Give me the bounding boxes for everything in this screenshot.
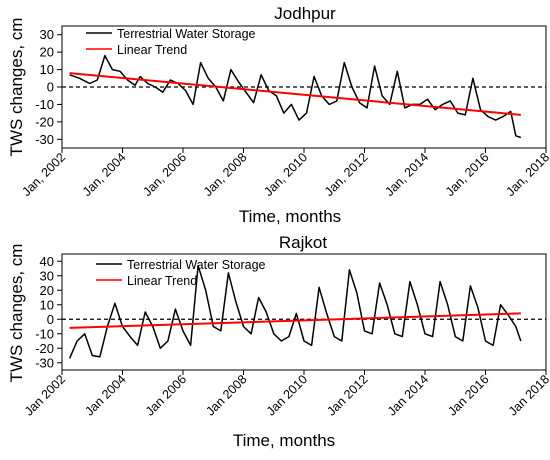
y-tick-label: 30 [40,268,54,283]
linear-trend-line [69,72,521,116]
y-axis-label: TWS changes, cm [7,244,26,383]
y-tick-label: -10 [35,97,54,112]
x-tick-label: Jan, 2006 [140,150,189,199]
y-axis-label: TWS changes, cm [7,18,26,157]
x-tick-label: Jan, 2014 [382,150,431,199]
x-tick-label: Jan 2008 [203,372,249,418]
x-tick-label: Jan 2018 [506,372,550,418]
x-tick-label: Jan 2014 [385,372,431,418]
x-axis-label: Time, months [239,207,341,226]
plot-marks [62,264,546,359]
x-tick-label: Jan, 2016 [443,150,492,199]
legend-label-trend: Linear Trend [117,43,187,57]
y-tick-label: 0 [47,312,54,327]
x-tick-label: Jan, 2012 [322,150,371,199]
legend-label-tws: Terrestrial Water Storage [117,27,256,41]
y-tick-label: 20 [40,283,54,298]
y-tick-label: -20 [35,341,54,356]
x-tick-label: Jan, 2002 [19,150,68,199]
y-tick-label: 20 [40,45,54,60]
y-tick-label: -10 [35,326,54,341]
y-tick-label: 30 [40,27,54,42]
y-tick-label: 10 [40,62,54,77]
x-tick-label: Jan, 2004 [80,150,129,199]
linear-trend-line [69,312,521,329]
x-tick-label: Jan, 2008 [201,150,250,199]
x-tick-label: Jan 2004 [82,372,128,418]
y-tick-label: -30 [35,355,54,370]
panel-rajkot: Rajkot TWS changes, cm Time, months -30-… [7,233,550,450]
x-tick-label: Jan 2012 [324,372,370,418]
tws-series-line [68,264,522,359]
plot-marks [62,54,546,139]
chart-title: Jodhpur [274,4,336,23]
x-tick-label: Jan 2016 [445,372,491,418]
x-ticks: Jan, 2002 Jan, 2004 Jan, 2006 Jan, 2008 Jan,… [19,148,550,199]
legend-label-tws: Terrestrial Water Storage [127,258,266,272]
x-tick-label: Jan, 2010 [261,150,310,199]
y-tick-label: 40 [40,254,54,269]
y-tick-label: 0 [47,80,54,95]
x-axis-label: Time, months [233,431,335,450]
y-tick-label: -20 [35,114,54,129]
chart-title: Rajkot [279,233,327,252]
x-tick-label: Jan 2006 [143,372,189,418]
x-ticks: Jan 2002 Jan 2004 Jan 2006 Jan 2008 Jan 2010… [22,370,550,418]
x-tick-label: Jan, 2018 [503,150,550,199]
panel-jodhpur: Jodhpur TWS changes, cm Time, months -30… [7,4,550,226]
legend: Terrestrial Water Storage Linear Trend [86,27,256,57]
y-tick-label: -30 [35,132,54,147]
x-tick-label: Jan 2010 [264,372,310,418]
legend: Terrestrial Water Storage Linear Trend [96,258,266,288]
y-tick-label: 10 [40,297,54,312]
y-ticks: -30 -20 -10 0 10 20 30 [35,27,62,147]
legend-label-trend: Linear Trend [127,274,197,288]
tws-series-line [69,54,522,139]
x-tick-label: Jan 2002 [22,372,68,418]
